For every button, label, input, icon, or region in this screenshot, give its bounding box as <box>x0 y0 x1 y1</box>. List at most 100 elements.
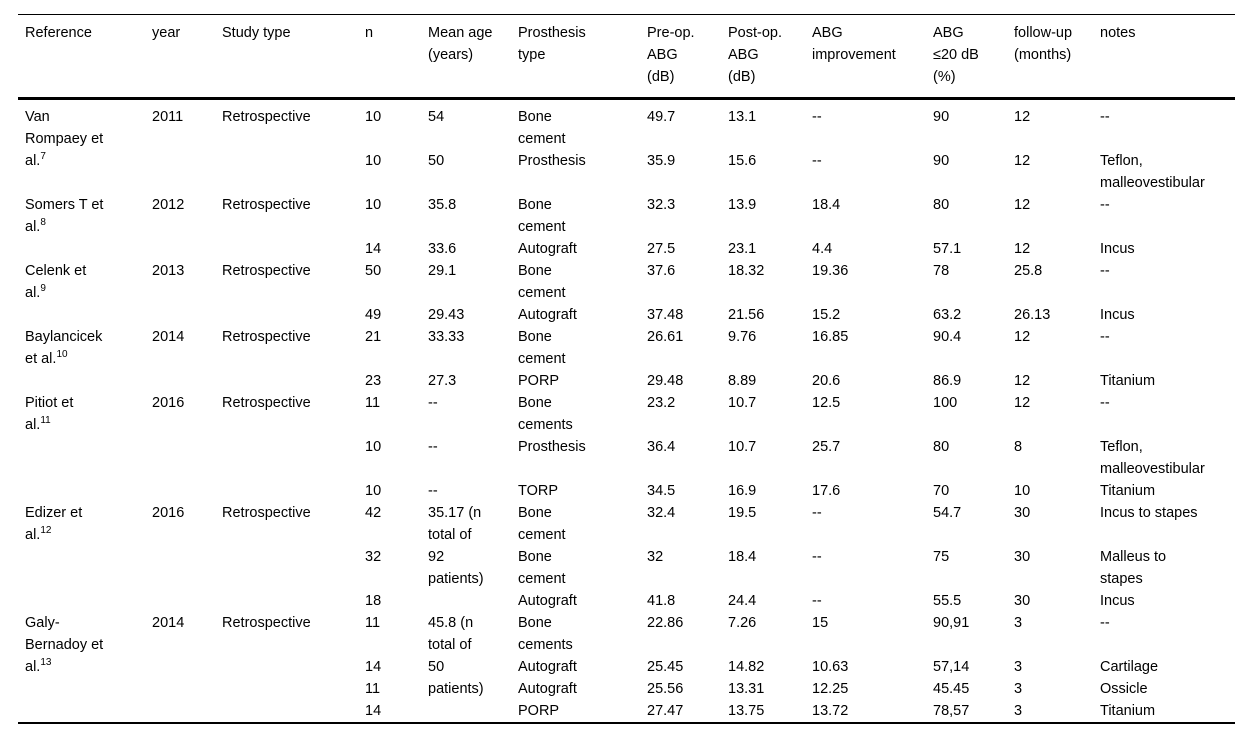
table-row: 49 29.43 Autograft 37.48 21.56 15.2 63.2 26.13 I… <box>18 304 1235 326</box>
cell-preop-abg: 29.48 <box>647 373 684 389</box>
cell-n: 32 <box>365 549 382 565</box>
cell-reference: Galy- Bernadoy et al.13 <box>18 612 145 723</box>
cell-n: 11 <box>365 395 381 411</box>
cell-n: 50 <box>365 263 382 279</box>
cell-preop-abg: 27.47 <box>647 703 684 719</box>
cell-notes: -- <box>1100 615 1110 631</box>
cell-abg-20db-percent: 86.9 <box>933 373 962 389</box>
cell-n: 11 <box>365 615 381 631</box>
cell-n: 10 <box>365 483 382 499</box>
column-header-abg_improvement: ABG improvement <box>805 14 926 100</box>
cell-n: 49 <box>365 307 382 323</box>
cell-mean-age: 45.8 (n total of 50 patients) <box>428 615 484 697</box>
cell-abg-20db-percent: 57.1 <box>933 241 962 257</box>
cell-postop-abg: 16.9 <box>728 483 757 499</box>
cell-abg-improvement: 12.5 <box>812 395 841 411</box>
cell-followup-months: 12 <box>1014 241 1031 257</box>
cell-followup-months: 12 <box>1014 373 1031 389</box>
cell-postop-abg: 18.32 <box>728 263 765 279</box>
table-row: 32 Bone cement 32 18.4 -- 75 30 Malleus to stap… <box>18 546 1235 590</box>
cell-preop-abg: 37.6 <box>647 263 676 279</box>
cell-followup-months: 12 <box>1014 153 1031 169</box>
cell-preop-abg: 35.9 <box>647 153 676 169</box>
cell-abg-improvement: 17.6 <box>812 483 841 499</box>
table-row: Celenk et al.9 2013 Retrospective 50 29.1 Bon… <box>18 260 1235 304</box>
cell-n: 42 <box>365 505 382 521</box>
cell-postop-abg: 9.76 <box>728 329 757 345</box>
cell-notes: -- <box>1100 109 1110 125</box>
cell-reference: Van Rompaey et al.7 <box>18 99 145 195</box>
cell-study-type: Retrospective <box>222 505 311 521</box>
cell-followup-months: 12 <box>1014 395 1031 411</box>
cell-preop-abg: 41.8 <box>647 593 676 609</box>
cell-notes: -- <box>1100 395 1110 411</box>
reference-text: Celenk et al. <box>25 263 87 301</box>
table-row: 11 Autograft 25.56 13.31 12.25 45.45 3 Ossicle <box>18 678 1235 700</box>
cell-abg-improvement: 15 <box>812 615 829 631</box>
cell-abg-20db-percent: 45.45 <box>933 681 970 697</box>
cell-n: 10 <box>365 197 382 213</box>
column-header-n: n <box>358 14 421 100</box>
cell-year: 2016 <box>152 505 185 521</box>
column-header-reference: Reference <box>18 14 145 100</box>
cell-preop-abg: 36.4 <box>647 439 676 455</box>
reference-text: Baylancicek et al. <box>25 329 103 367</box>
cell-followup-months: 30 <box>1014 549 1031 565</box>
cell-prosthesis-type: Prosthesis <box>518 153 586 169</box>
table-row: 14 33.6 Autograft 27.5 23.1 4.4 57.1 12 Incus <box>18 238 1235 260</box>
studies-table: Reference year Study type n Mean age (years)… <box>18 14 1235 724</box>
cell-n: 21 <box>365 329 382 345</box>
cell-study-type: Retrospective <box>222 263 311 279</box>
cell-abg-20db-percent: 90 <box>933 109 950 125</box>
cell-abg-improvement: -- <box>812 593 822 609</box>
cell-n: 10 <box>365 153 382 169</box>
cell-abg-20db-percent: 80 <box>933 197 950 213</box>
cell-postop-abg: 7.26 <box>728 615 757 631</box>
cell-n: 14 <box>365 659 382 675</box>
cell-notes: -- <box>1100 197 1110 213</box>
table-row: Edizer et al.12 2016 Retrospective 42 35.17 … <box>18 502 1235 587</box>
cell-preop-abg: 23.2 <box>647 395 676 411</box>
cell-notes: Titanium <box>1100 373 1156 389</box>
cell-prosthesis-type: TORP <box>518 483 559 499</box>
reference-citation-superscript: 13 <box>40 657 52 669</box>
cell-followup-months: 12 <box>1014 329 1031 345</box>
table-header: Reference year Study type n Mean age (years)… <box>18 14 1235 100</box>
cell-study-type: Retrospective <box>222 395 311 411</box>
cell-followup-months: 25.8 <box>1014 263 1043 279</box>
cell-n: 18 <box>365 593 382 609</box>
cell-notes: -- <box>1100 329 1110 345</box>
cell-prosthesis-type: Prosthesis <box>518 439 586 455</box>
cell-abg-20db-percent: 55.5 <box>933 593 962 609</box>
table-row: 10 -- TORP 34.5 16.9 17.6 70 10 Titanium <box>18 480 1235 502</box>
cell-abg-improvement: 15.2 <box>812 307 841 323</box>
cell-followup-months: 3 <box>1014 659 1023 675</box>
table-header-row: Reference year Study type n Mean age (years)… <box>18 14 1235 100</box>
cell-postop-abg: 8.89 <box>728 373 757 389</box>
cell-n: 11 <box>365 681 381 697</box>
cell-reference: Celenk et al.9 <box>18 260 145 326</box>
cell-preop-abg: 22.86 <box>647 615 684 631</box>
cell-reference: Somers T et al.8 <box>18 194 145 260</box>
cell-mean-age: -- <box>428 439 438 455</box>
column-header-year: year <box>145 14 215 100</box>
cell-abg-improvement: 20.6 <box>812 373 841 389</box>
table-row: 14 PORP 27.47 13.75 13.72 78,57 3 Titanium <box>18 700 1235 723</box>
cell-prosthesis-type: Bone cements <box>518 395 573 433</box>
cell-abg-20db-percent: 57,14 <box>933 659 970 675</box>
cell-abg-improvement: 10.63 <box>812 659 849 675</box>
reference-citation-superscript: 12 <box>40 525 52 537</box>
cell-postop-abg: 18.4 <box>728 549 757 565</box>
reference-citation-superscript: 7 <box>40 151 46 163</box>
cell-abg-20db-percent: 90 <box>933 153 950 169</box>
cell-postop-abg: 13.75 <box>728 703 765 719</box>
cell-year: 2012 <box>152 197 185 213</box>
cell-abg-20db-percent: 90.4 <box>933 329 962 345</box>
cell-followup-months: 30 <box>1014 505 1031 521</box>
cell-preop-abg: 25.45 <box>647 659 684 675</box>
cell-abg-20db-percent: 100 <box>933 395 958 411</box>
cell-abg-20db-percent: 54.7 <box>933 505 962 521</box>
cell-mean-age: 35.17 (n total of 92 patients) <box>428 505 484 587</box>
cell-postop-abg: 13.9 <box>728 197 757 213</box>
